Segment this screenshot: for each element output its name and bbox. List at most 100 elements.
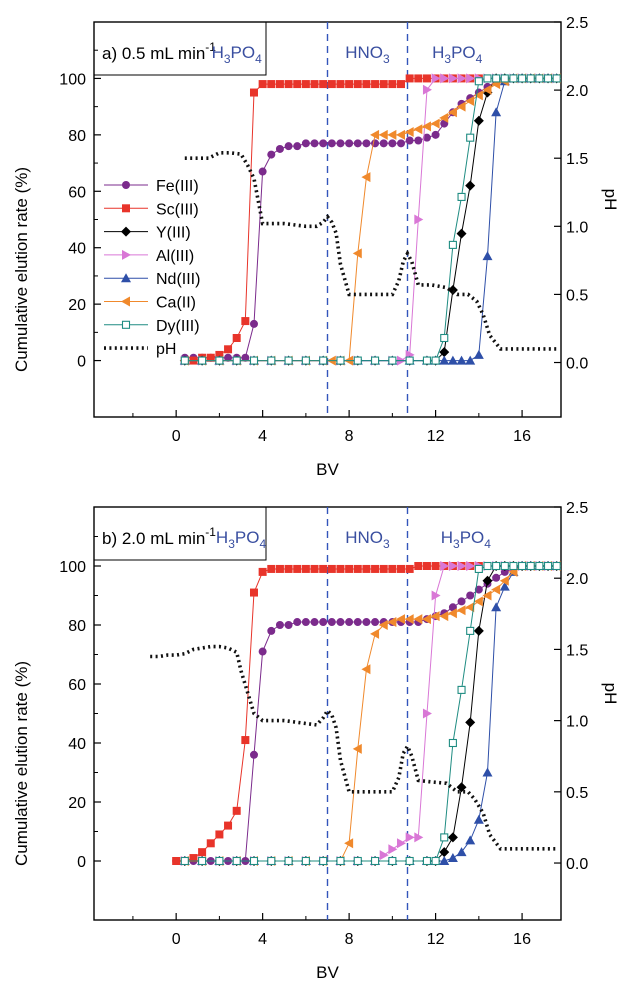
data-point xyxy=(473,349,484,359)
data-point xyxy=(267,564,276,573)
panel-label-box xyxy=(93,21,267,76)
data-point xyxy=(388,856,397,866)
data-point xyxy=(388,564,397,573)
data-point xyxy=(319,80,328,89)
data-point xyxy=(327,618,336,627)
chart-panel-a: a) 0.5 mL min-10204060801000.00.51.01.52… xyxy=(12,15,620,479)
x-tick-label: 12 xyxy=(427,931,445,948)
panel-label-superscript: -1 xyxy=(205,525,216,539)
data-point xyxy=(431,562,440,570)
data-point xyxy=(206,839,215,848)
data-point xyxy=(509,561,518,571)
data-point xyxy=(405,356,414,365)
legend-label: Sc(III) xyxy=(156,201,199,218)
data-point xyxy=(310,80,319,89)
data-point xyxy=(492,74,501,83)
data-point xyxy=(499,575,509,586)
data-point xyxy=(275,144,284,153)
y2-tick-label: 1.5 xyxy=(566,642,588,659)
y-tick-label: 0 xyxy=(77,354,86,371)
data-point xyxy=(371,356,380,365)
data-point xyxy=(371,80,380,89)
data-point xyxy=(397,139,406,148)
y2-tick-label: 0.0 xyxy=(566,856,588,873)
data-point xyxy=(473,814,484,824)
data-point xyxy=(439,347,450,358)
data-point xyxy=(543,74,553,83)
data-point xyxy=(440,333,449,343)
eluent-label-main: H xyxy=(441,528,453,547)
eluent-label-subscript: 4 xyxy=(484,537,491,551)
eluent-label-subscript: 3 xyxy=(383,52,390,66)
data-point xyxy=(405,564,414,573)
data-point xyxy=(466,133,475,142)
data-point xyxy=(482,84,492,95)
data-point xyxy=(336,356,345,365)
data-point xyxy=(319,856,328,866)
data-point xyxy=(345,139,354,148)
data-point xyxy=(388,80,397,89)
data-point xyxy=(258,80,267,89)
data-point xyxy=(267,150,276,159)
data-point xyxy=(224,821,233,830)
data-point xyxy=(388,844,398,855)
data-point xyxy=(482,251,493,261)
series-Ca xyxy=(179,73,561,366)
data-point xyxy=(319,564,328,573)
y2-tick-label: 0.5 xyxy=(566,287,588,304)
data-point xyxy=(447,853,458,863)
data-point xyxy=(387,617,397,628)
data-point xyxy=(293,618,302,627)
panel-label: a) 0.5 mL min-1 xyxy=(102,40,216,63)
data-point xyxy=(482,590,492,601)
data-point xyxy=(422,356,432,365)
data-point xyxy=(241,353,250,362)
data-point xyxy=(198,856,207,866)
data-point xyxy=(284,80,293,89)
legend-marker xyxy=(121,296,130,307)
data-point xyxy=(439,611,449,622)
data-point xyxy=(431,130,440,139)
data-point xyxy=(224,345,233,354)
data-point xyxy=(353,564,362,573)
legend-label: Y(III) xyxy=(156,225,191,242)
data-point xyxy=(499,581,510,591)
data-point xyxy=(431,856,440,866)
data-point xyxy=(232,856,241,866)
data-point xyxy=(198,356,207,365)
legend: Fe(III) Sc(III) Y(III) Al(III) Nd(III) Ca(II)… xyxy=(104,178,200,358)
data-point xyxy=(397,80,406,89)
eluent-label-subscript: 4 xyxy=(259,537,266,551)
series-pH xyxy=(150,644,557,851)
data-point xyxy=(457,561,467,571)
data-point xyxy=(310,618,319,627)
data-point xyxy=(206,353,215,362)
eluent-label: H3PO4 xyxy=(441,528,492,551)
data-point xyxy=(336,80,345,89)
eluent-label-mid: PO xyxy=(231,43,256,62)
data-point xyxy=(483,561,492,571)
data-point xyxy=(327,80,336,89)
data-point xyxy=(301,80,310,89)
panel-label-box xyxy=(93,506,267,561)
data-point xyxy=(405,832,415,843)
data-point xyxy=(336,618,345,627)
data-point xyxy=(336,564,345,573)
data-point xyxy=(492,573,501,582)
data-point xyxy=(284,621,293,629)
data-point xyxy=(421,121,431,132)
y2-tick-label: 1.0 xyxy=(566,219,588,236)
eluent-label-subscript: 3 xyxy=(453,537,460,551)
data-point xyxy=(439,847,450,858)
data-point xyxy=(319,618,328,627)
data-point xyxy=(404,614,414,625)
x-tick-label: 4 xyxy=(258,428,267,445)
data-point xyxy=(465,180,476,191)
data-point xyxy=(301,856,310,866)
data-point xyxy=(439,355,450,365)
data-point xyxy=(397,838,407,849)
data-point xyxy=(344,838,354,849)
data-point xyxy=(526,74,535,83)
legend-label: Ca(II) xyxy=(156,295,196,312)
data-point xyxy=(457,685,466,694)
